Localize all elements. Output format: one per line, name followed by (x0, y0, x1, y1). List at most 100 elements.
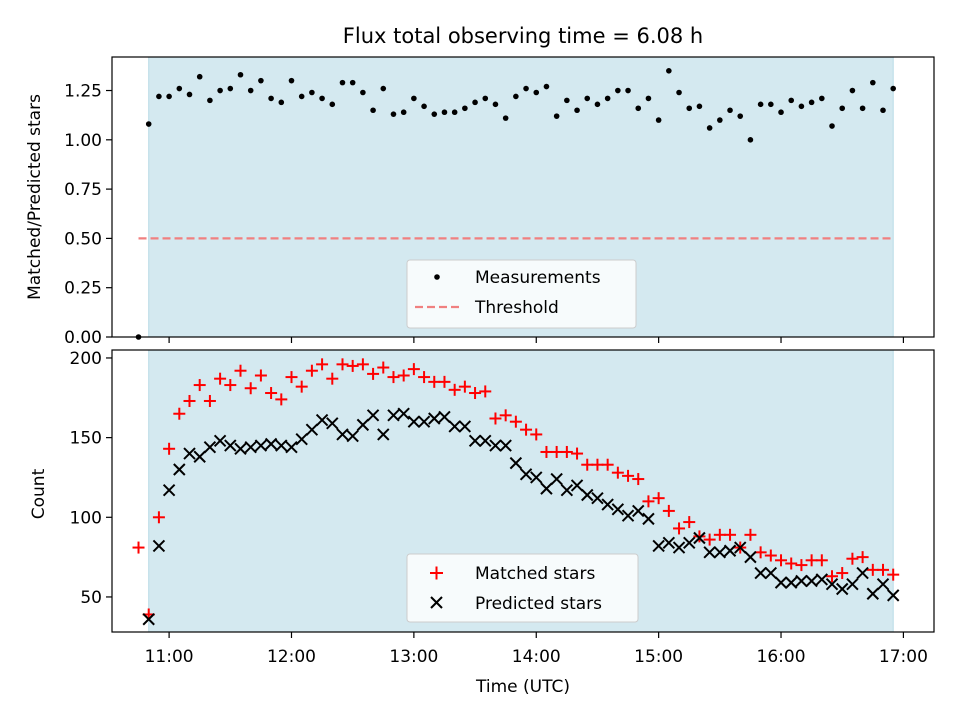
legend-predicted-label: Predicted stars (475, 594, 602, 614)
predicted-star-point (224, 439, 237, 452)
predicted-star-point (519, 468, 533, 481)
measurement-point (666, 68, 672, 74)
bottom-legend: Matched stars Predicted stars (406, 553, 639, 623)
measurement-point (227, 85, 234, 92)
matched-star-point (387, 371, 400, 384)
predicted-star-point (428, 412, 441, 425)
measurement-point (543, 83, 550, 90)
matched-star-point (336, 358, 349, 371)
measurement-point (207, 97, 213, 104)
predicted-star-point (193, 450, 206, 463)
predicted-star-point (366, 409, 380, 422)
measurement-point (431, 111, 438, 117)
matched-star-point (132, 541, 145, 554)
measurement-point (288, 77, 295, 84)
measurement-point (564, 97, 570, 104)
predicted-star-point (754, 566, 767, 580)
matched-star-point (173, 407, 186, 420)
matched-star-point (866, 563, 879, 576)
predicted-star-point (244, 440, 257, 454)
predicted-star-point (570, 479, 584, 492)
measurement-point (808, 99, 815, 106)
predicted-star-point (530, 471, 543, 484)
matched-star-point (377, 361, 390, 374)
predicted-star-point (377, 428, 390, 441)
predicted-star-point (346, 429, 359, 443)
matched-star-point (316, 358, 329, 371)
predicted-star-point (713, 546, 727, 559)
top-y-tick-label: 1.00 (64, 131, 102, 151)
matched-star-point (499, 409, 512, 422)
predicted-star-point (438, 410, 451, 424)
matched-star-point (234, 364, 247, 377)
predicted-star-point (336, 428, 349, 441)
top-y-tick-label: 0.00 (64, 328, 102, 348)
measurement-point (727, 107, 733, 114)
measurement-point (890, 85, 897, 92)
legend-threshold-label: Threshold (474, 298, 559, 318)
predicted-star-point (621, 509, 635, 522)
matched-star-point (683, 516, 696, 529)
measurement-point (615, 87, 621, 94)
legend-measurements-marker (434, 274, 440, 280)
measurement-point (247, 87, 254, 94)
measurement-point (390, 111, 397, 117)
measurement-point (400, 109, 407, 116)
matched-star-point (826, 570, 839, 583)
matched-star-point (611, 466, 624, 479)
matched-star-point (703, 533, 716, 546)
measurement-point (441, 109, 448, 116)
measurement-point (339, 79, 346, 86)
measurement-point (237, 71, 244, 78)
measurement-point (196, 73, 203, 80)
matched-star-point (265, 387, 278, 400)
matched-star-point (295, 380, 308, 393)
matched-star-point (775, 554, 788, 567)
predicted-star-point (489, 439, 502, 452)
matched-star-point (193, 379, 206, 392)
measurement-point (553, 113, 560, 119)
measurement-point (166, 93, 172, 100)
predicted-star-point (479, 434, 492, 448)
predicted-star-point (234, 442, 247, 455)
x-tick-label: 16:00 (757, 647, 806, 667)
x-tick-label: 17:00 (879, 647, 928, 667)
predicted-star-point (836, 582, 849, 596)
measurement-point (258, 77, 264, 84)
measurement-point (645, 95, 652, 102)
predicted-star-point (387, 409, 400, 422)
predicted-star-point (611, 503, 625, 516)
measurement-point (839, 105, 846, 112)
measurement-point (880, 107, 886, 114)
matched-star-point (428, 375, 441, 388)
measurement-point (462, 105, 468, 112)
matched-star-point (693, 530, 706, 543)
predicted-star-point (846, 577, 859, 591)
top-y-tick-label: 0.25 (64, 279, 102, 299)
measurement-point (411, 95, 417, 102)
top-y-tick-label: 0.50 (64, 229, 102, 249)
matched-star-point (214, 372, 227, 385)
matched-star-point (254, 369, 267, 382)
measurement-point (757, 101, 764, 108)
matched-star-point (489, 412, 502, 425)
predicted-star-point (540, 482, 553, 495)
predicted-star-point (662, 536, 676, 549)
matched-star-point (407, 363, 420, 376)
predicted-star-point (825, 577, 839, 591)
x-axis-label: Time (UTC) (475, 677, 570, 697)
measurement-point (217, 87, 223, 94)
measurement-point (186, 91, 193, 98)
matched-star-point (744, 528, 757, 541)
measurement-point (574, 107, 580, 114)
matched-star-point (479, 385, 492, 398)
predicted-star-point (642, 512, 655, 526)
predicted-star-point (305, 423, 319, 436)
measurement-point (625, 87, 631, 94)
predicted-star-point (254, 439, 268, 452)
predicted-star-point (417, 415, 431, 428)
measurement-point (298, 93, 305, 100)
predicted-star-point (866, 587, 880, 600)
legend-matched-label: Matched stars (475, 564, 595, 584)
matched-star-point (560, 445, 573, 458)
